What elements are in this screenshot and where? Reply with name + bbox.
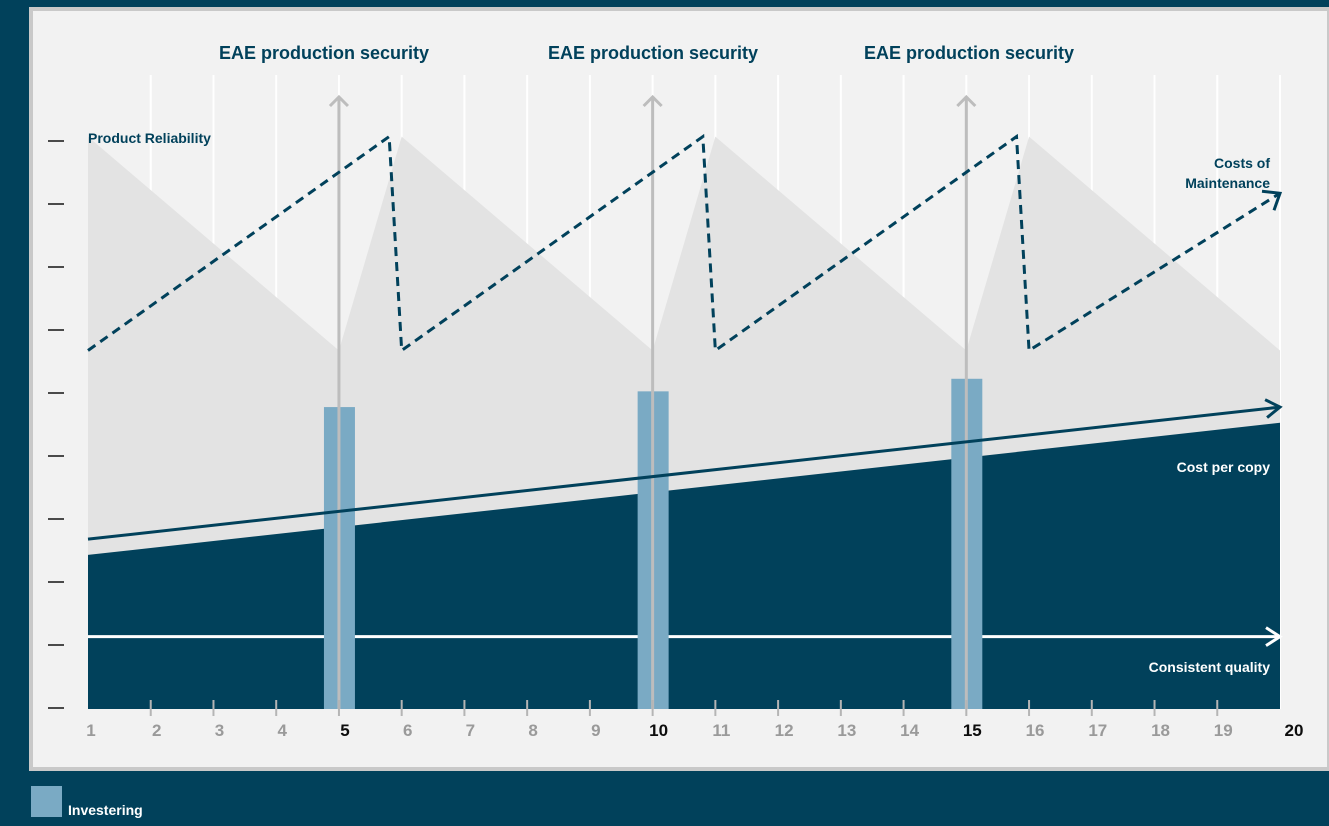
x-tick-label: 11: [712, 721, 730, 740]
x-tick-label: 19: [1214, 721, 1233, 740]
y-axis-ticks: [48, 140, 64, 709]
x-tick-label: 10: [649, 721, 668, 740]
x-tick-label: 18: [1151, 721, 1170, 740]
production-security-arrows: [328, 94, 977, 709]
x-tick-label: 15: [963, 721, 982, 740]
consistent-quality-label: Consistent quality: [1149, 659, 1271, 675]
x-axis-tick-labels: 1 2 3 4 5 6 7 8 9 10 11 12 13 14 15 16 17 18 19 20: [86, 721, 1303, 740]
x-tick-label: 14: [900, 721, 919, 740]
x-tick-label: 20: [1285, 721, 1304, 740]
header-left: EAE production security: [219, 43, 429, 63]
costs-of-maintenance-label-line2: Maintenance: [1185, 175, 1270, 191]
x-tick-label: 17: [1088, 721, 1107, 740]
x-tick-label: 6: [403, 721, 412, 740]
header-middle: EAE production security: [548, 43, 758, 63]
cost-trend-arrow: [87, 398, 1283, 541]
maintenance-arrowhead-icon: [1261, 189, 1283, 211]
costs-of-maintenance-label-line1: Costs of: [1214, 155, 1270, 171]
x-tick-label: 9: [591, 721, 600, 740]
x-tick-label: 13: [837, 721, 856, 740]
x-tick-label: 4: [277, 721, 287, 740]
x-tick-label: 7: [466, 721, 475, 740]
x-tick-label: 12: [775, 721, 794, 740]
x-tick-label: 1: [86, 721, 95, 740]
cost-per-copy-label: Cost per copy: [1177, 459, 1271, 475]
x-tick-label: 16: [1026, 721, 1045, 740]
header-right: EAE production security: [864, 43, 1074, 63]
x-tick-label: 8: [528, 721, 537, 740]
costs-of-maintenance-line: [87, 133, 1281, 354]
x-tick-label: 5: [340, 721, 349, 740]
legend-swatch-icon: [31, 786, 62, 817]
x-tick-label: 2: [152, 721, 161, 740]
x-axis-ticks: [149, 700, 1219, 716]
x-tick-label: 3: [215, 721, 224, 740]
legend-investment-label: Investering: [68, 802, 143, 818]
product-reliability-label: Product Reliability: [88, 130, 211, 146]
